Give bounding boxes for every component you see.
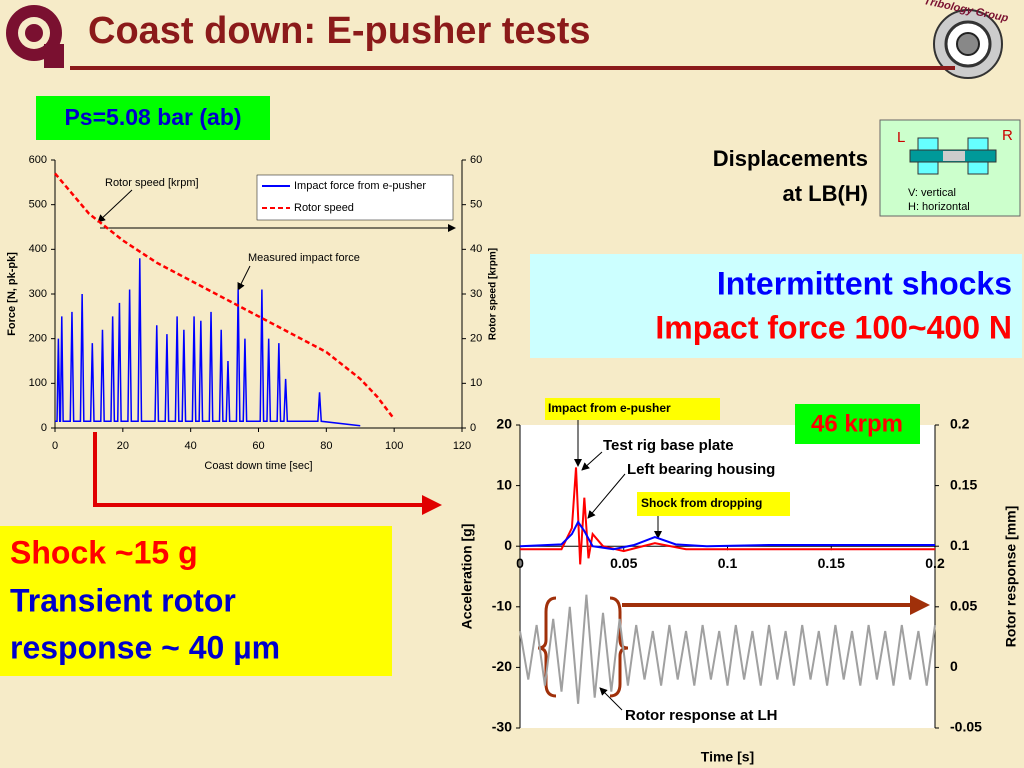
y-tick-label: -20 (492, 658, 512, 674)
arrow (581, 451, 603, 471)
y-axis-title: Acceleration [g] (459, 524, 475, 630)
x-tick-label: 0 (516, 555, 524, 571)
bearing-left: L (897, 129, 905, 146)
y-tick-label: 100 (29, 377, 47, 389)
y2-tick-label: 60 (470, 154, 482, 166)
y2-tick-label: 50 (470, 199, 482, 211)
bracket (609, 596, 629, 698)
y2-tick-label: 0 (470, 422, 476, 434)
summary-box (0, 526, 392, 676)
y-tick-label: 600 (29, 154, 47, 166)
x-tick-label: 120 (453, 440, 471, 452)
series-line (55, 258, 361, 427)
legend-label: Rotor speed (294, 202, 354, 214)
x-tick-label: 0.2 (925, 555, 945, 571)
annotation: Impact from e-pusher (548, 401, 671, 415)
y-axis-title: Force [N, pk-pk] (6, 252, 18, 336)
x-tick-label: 0.15 (818, 555, 845, 571)
y-tick-label: 0 (504, 537, 512, 553)
y2-tick-label: 20 (470, 333, 482, 345)
series-label: Left bearing housing (627, 461, 775, 478)
slide-title: Coast down: E-pusher tests (88, 10, 591, 52)
y2-tick-label: 10 (470, 377, 482, 389)
left-logo (6, 5, 64, 68)
bearing-diagram (879, 119, 1021, 217)
series-line (519, 520, 935, 551)
shocks-text: Impact force 100~400 N (655, 309, 1012, 345)
y2-tick-label: 0.2 (950, 416, 970, 432)
arrow (587, 473, 626, 519)
y2-axis-title: Rotor response [mm] (1003, 506, 1019, 648)
annotation: Shock from dropping (641, 496, 762, 510)
arrow (599, 687, 623, 711)
y2-tick-label: -0.05 (950, 719, 982, 735)
x-tick-label: 0.1 (718, 555, 738, 571)
series-line (54, 172, 396, 420)
y-tick-label: 400 (29, 243, 47, 255)
y2-tick-label: 0.15 (950, 476, 977, 492)
x-tick-label: 60 (252, 440, 264, 452)
y-tick-label: 500 (29, 199, 47, 211)
y2-axis-title: Rotor speed [krpm] (488, 248, 499, 340)
y-tick-label: 10 (496, 476, 512, 492)
y2-tick-label: 30 (470, 288, 482, 300)
x-tick-label: 0.05 (610, 555, 637, 571)
bearing-legend: H: horizontal (908, 201, 970, 213)
series-label: Test rig base plate (603, 437, 734, 454)
y2-tick-label: 0 (950, 658, 958, 674)
x-tick-label: 20 (117, 440, 129, 452)
pressure-label: Ps=5.08 bar (ab) (64, 104, 241, 130)
right-logo (933, 9, 1003, 79)
x-tick-label: 80 (320, 440, 332, 452)
displacements-label: at LB(H) (782, 181, 868, 206)
speed-box (795, 404, 920, 444)
summary-text: response ~ 40 µm (10, 629, 280, 665)
bearing-right: R (1002, 127, 1013, 144)
y2-tick-label: 40 (470, 243, 482, 255)
legend (256, 174, 454, 221)
y-tick-label: 300 (29, 288, 47, 300)
bearing-legend: V: vertical (908, 187, 956, 199)
x-axis-title: Time [s] (701, 749, 754, 765)
bracket (537, 596, 557, 698)
annotation-box (545, 398, 720, 420)
x-tick-label: 100 (385, 440, 403, 452)
annotation: Measured impact force (248, 252, 360, 264)
shocks-box (530, 254, 1022, 358)
y2-tick-label: 0.05 (950, 598, 977, 614)
legend-label: Impact force from e-pusher (294, 180, 426, 192)
displacements-label: Displacements (713, 146, 868, 171)
series-label: Rotor response at LH (625, 707, 778, 724)
x-tick-label: 0 (52, 440, 58, 452)
plot-area (520, 425, 935, 728)
y2-tick-label: 0.1 (950, 537, 970, 553)
x-axis-title: Coast down time [sec] (204, 460, 312, 472)
annotation-box (637, 492, 790, 516)
arrow (97, 189, 133, 223)
arrow (93, 432, 442, 515)
y-tick-label: -30 (492, 719, 512, 735)
y-tick-label: 20 (496, 416, 512, 432)
summary-text: Transient rotor (10, 582, 236, 618)
series-line (520, 467, 935, 565)
summary-text: Shock ~15 g (10, 534, 198, 570)
pressure-box (36, 96, 270, 140)
y-tick-label: 200 (29, 333, 47, 345)
shocks-text: Intermittent shocks (717, 265, 1012, 301)
y-tick-label: 0 (41, 422, 47, 434)
annotation: Rotor speed [krpm] (105, 177, 199, 189)
x-tick-label: 40 (185, 440, 197, 452)
speed-label: 46 krpm (811, 410, 903, 437)
y-tick-label: -10 (492, 598, 512, 614)
arrow (237, 265, 251, 291)
series-line (519, 594, 936, 704)
